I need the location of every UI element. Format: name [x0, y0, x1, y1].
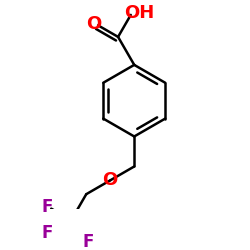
Text: F: F	[42, 198, 53, 216]
Text: OH: OH	[124, 4, 154, 22]
Text: F: F	[82, 233, 94, 250]
Text: F: F	[42, 224, 53, 242]
Text: O: O	[86, 15, 101, 33]
Text: O: O	[102, 171, 118, 189]
